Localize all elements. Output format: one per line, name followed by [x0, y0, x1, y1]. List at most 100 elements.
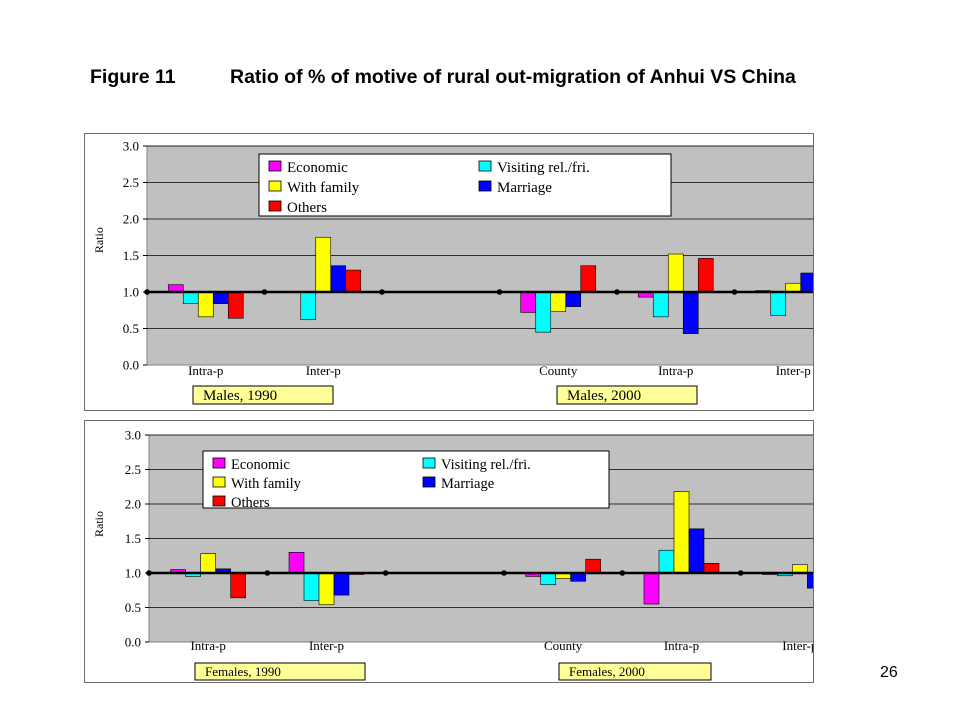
y-tick-label: 2.5	[123, 175, 139, 190]
category-label: Intra-p	[664, 638, 699, 653]
period-label: Females, 1990	[205, 664, 281, 679]
legend-swatch	[268, 200, 282, 212]
category-label: Inter-p	[309, 638, 344, 653]
females-chart-panel: 0.0 0.5 1.0 1.5 2.0 2.5 3.0 Ratio Intra-p Inter-p…	[84, 420, 814, 683]
bar	[643, 572, 660, 605]
y-tick-label: 2.0	[125, 497, 141, 512]
bar	[550, 291, 567, 313]
legend-label: Others	[231, 495, 270, 511]
legend-swatch	[212, 476, 226, 488]
legend-label: Economic	[287, 160, 348, 176]
baseline-marker	[264, 570, 271, 576]
bar	[197, 291, 214, 318]
bar	[703, 563, 720, 574]
figure-number: Figure 11	[90, 66, 176, 88]
y-axis-label: Ratio	[92, 227, 106, 253]
bar	[230, 572, 246, 599]
category-label: Inter-p	[306, 363, 341, 378]
legend-swatch	[268, 180, 282, 192]
bar	[345, 269, 362, 293]
baseline-marker	[496, 289, 503, 295]
baseline-marker	[619, 570, 626, 576]
legend-label: Others	[287, 200, 327, 216]
baseline-marker	[501, 570, 507, 576]
bar	[300, 291, 317, 321]
y-tick-label: 2.5	[125, 462, 141, 477]
bar	[303, 572, 320, 601]
period-label-box	[192, 385, 334, 405]
y-tick-label: 1.5	[125, 531, 141, 546]
bar	[800, 272, 813, 293]
y-tick-label: 1.0	[123, 285, 139, 300]
bar	[333, 572, 350, 596]
category-label: Inter-p	[776, 363, 811, 378]
bar	[315, 236, 332, 293]
legend-label: With family	[287, 180, 360, 196]
y-tick-label: 0.5	[125, 600, 141, 615]
baseline-marker	[731, 289, 738, 295]
category-label: County	[539, 363, 578, 378]
baseline-marker	[737, 570, 744, 576]
figure-title-text: Ratio of % of motive of rural out-migrat…	[230, 66, 796, 88]
bar	[227, 291, 244, 319]
category-label: Intra-p	[658, 363, 693, 378]
legend-label: Visiting rel./fri.	[497, 160, 590, 176]
bar	[697, 258, 714, 293]
bar	[565, 291, 582, 307]
bar	[330, 265, 347, 293]
bar	[807, 572, 813, 589]
baseline-marker	[144, 289, 150, 295]
period-label-box	[558, 662, 712, 681]
legend-swatch	[478, 160, 492, 172]
bar	[585, 558, 601, 574]
bar	[770, 291, 787, 316]
bar	[520, 291, 537, 313]
males-chart-panel: 0.0 0.5 1.0 1.5 2.0 2.5 3.0 Ratio Intra-p Inter-p…	[84, 133, 814, 411]
legend-label: With family	[231, 476, 302, 492]
y-axis-label: Ratio	[92, 511, 106, 537]
category-label: Intra-p	[188, 363, 223, 378]
bar	[212, 291, 229, 304]
y-tick-label: 0.0	[123, 358, 139, 373]
bar	[318, 572, 335, 606]
baseline-marker	[261, 289, 268, 295]
bar	[182, 291, 199, 304]
bar	[580, 265, 597, 293]
baseline-marker	[382, 570, 389, 576]
bar	[200, 553, 216, 574]
y-tick-label: 0.0	[125, 635, 141, 650]
period-label: Males, 1990	[203, 388, 277, 404]
category-label: Intra-p	[190, 638, 225, 653]
legend-label: Marriage	[497, 180, 552, 196]
males-chart: 0.0 0.5 1.0 1.5 2.0 2.5 3.0 Ratio Intra-p Inter-p…	[92, 139, 813, 405]
y-tick-label: 3.0	[125, 428, 141, 443]
legend-box	[258, 153, 672, 217]
bar	[673, 491, 690, 574]
bar	[652, 291, 669, 318]
legend-swatch	[478, 180, 492, 192]
bar	[785, 282, 802, 293]
legend-label: Economic	[231, 457, 290, 473]
bar	[535, 291, 552, 333]
baseline-marker	[614, 289, 620, 295]
y-tick-label: 0.5	[123, 321, 139, 336]
legend-swatch	[212, 457, 226, 469]
page-number: 26	[880, 664, 898, 681]
bar	[540, 572, 556, 586]
y-tick-label: 1.0	[125, 566, 141, 581]
period-label-box	[194, 662, 366, 681]
bar	[682, 291, 699, 334]
females-chart: 0.0 0.5 1.0 1.5 2.0 2.5 3.0 Ratio Intra-p Inter-p…	[92, 428, 813, 681]
legend-swatch	[212, 495, 226, 507]
category-label: County	[544, 638, 583, 653]
category-label: Inter-p	[782, 638, 813, 653]
legend-box	[202, 450, 610, 509]
legend-swatch	[422, 476, 436, 488]
bar	[688, 528, 705, 574]
y-tick-label: 2.0	[123, 212, 139, 227]
baseline-marker	[146, 570, 152, 576]
page-title: Figure 11 Ratio of % of motive of rural o…	[90, 64, 870, 91]
bar	[288, 552, 305, 574]
legend-swatch	[268, 160, 282, 172]
period-label: Females, 2000	[569, 664, 645, 679]
